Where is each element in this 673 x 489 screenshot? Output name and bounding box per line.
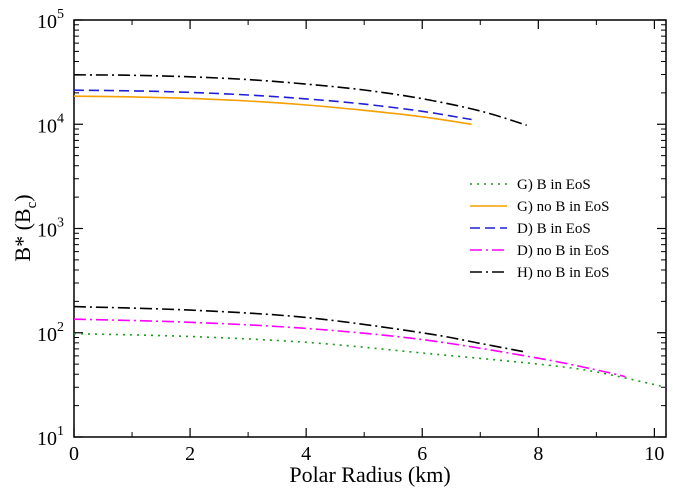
y-axis-title-main: B* (B [10, 208, 35, 261]
series-line-2 [73, 89, 472, 121]
x-tick-label: 8 [533, 443, 543, 465]
y-tick-label: 101 [37, 424, 64, 450]
y-tick-labels: 101 102 103 104 105 [37, 7, 64, 450]
plot-area [73, 19, 667, 438]
legend-label-1: G) no B in EoS [517, 199, 610, 215]
x-tick-label: 6 [417, 443, 427, 465]
series-line-1 [73, 95, 472, 126]
legend: G) B in EoS G) no B in EoS D) B in EoS D) n… [470, 177, 610, 281]
minor-ticks [74, 20, 666, 437]
x-tick-label: 4 [301, 443, 311, 465]
major-ticks [73, 19, 666, 438]
legend-label-4: H) no B in EoS [517, 265, 610, 281]
y-axis-title: B* (Bc) [10, 194, 40, 261]
x-tick-label: 2 [185, 443, 195, 465]
y-axis-title-close: ) [10, 194, 35, 201]
y-tick-label: 105 [37, 7, 64, 33]
series-layer [73, 74, 667, 389]
series-line-3 [73, 318, 626, 378]
y-axis-title-subscript: c [24, 201, 40, 208]
series-line-4 [73, 305, 527, 354]
y-tick-label: 102 [37, 320, 64, 346]
x-tick-label: 10 [644, 443, 664, 465]
x-tick-labels: 0 2 4 6 8 10 [69, 443, 664, 465]
legend-label-2: D) B in EoS [517, 221, 591, 237]
x-axis-title: Polar Radius (km) [289, 462, 450, 487]
y-tick-label: 103 [37, 216, 64, 242]
legend-label-3: D) no B in EoS [517, 243, 610, 259]
series-line-5 [73, 74, 527, 126]
legend-label-0: G) B in EoS [517, 177, 591, 193]
y-tick-label: 104 [37, 111, 64, 137]
x-tick-label: 0 [69, 443, 79, 465]
